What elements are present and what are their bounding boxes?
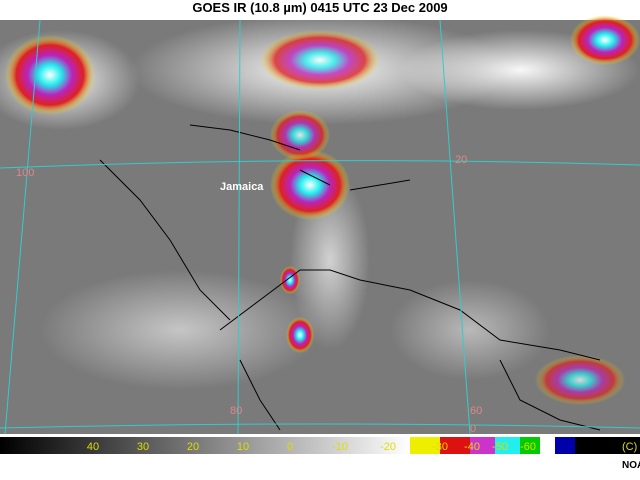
colorbar (0, 437, 640, 454)
colorbar-label: -20 (380, 441, 396, 453)
colorbar-label: 20 (187, 441, 199, 453)
grid-label: 60 (470, 405, 482, 417)
satellite-image (0, 15, 640, 434)
credit: NOAA (622, 460, 640, 471)
grid-label: 20 (455, 154, 467, 166)
colorbar-label: 0 (287, 441, 293, 453)
colorbar-label: -50 (492, 441, 508, 453)
grid-label: 80 (230, 405, 242, 417)
coastlines (99, 124, 601, 431)
colorbar-unit: (C) (622, 441, 637, 453)
colorbar-label: 10 (237, 441, 249, 453)
grid-label: 100 (16, 167, 34, 179)
colorbar-label: 40 (87, 441, 99, 453)
colorbar-label: -40 (464, 441, 480, 453)
graticule (0, 19, 640, 435)
title: GOES IR (10.8 µm) 0415 UTC 23 Dec 2009 (192, 0, 447, 15)
colorbar-label: -60 (520, 441, 536, 453)
colorbar-label: -30 (432, 441, 448, 453)
place-label: Jamaica (220, 181, 264, 193)
colorbar-label: 30 (137, 441, 149, 453)
colorbar-labels: 40 30 20 10 0 -10 -20 -30 -40 -50 -60 (87, 441, 536, 453)
colorbar-label: -10 (332, 441, 348, 453)
grid-label: 0 (470, 423, 476, 435)
